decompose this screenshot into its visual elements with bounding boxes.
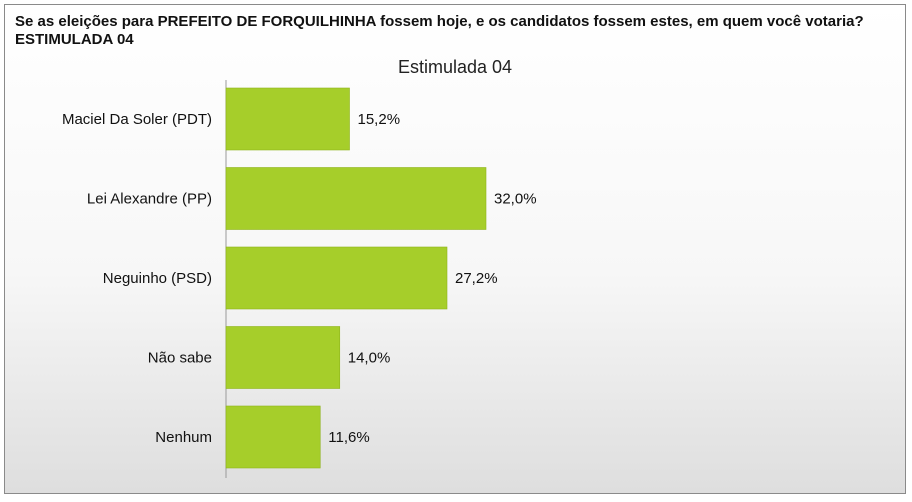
category-label: Maciel Da Soler (PDT) [62, 111, 212, 128]
category-label: Não sabe [148, 350, 212, 367]
bar [225, 405, 321, 469]
bar [225, 326, 341, 389]
bars-group: Maciel Da Soler (PDT) 15,2% Lei Alexandre … [62, 87, 537, 469]
bar [225, 246, 448, 310]
category-label: Lei Alexandre (PP) [87, 191, 212, 208]
value-label: 15,2% [358, 111, 401, 128]
chart-title: Estimulada 04 [397, 57, 513, 77]
value-label: 11,6% [328, 429, 369, 446]
category-label: Neguinho (PSD) [103, 270, 212, 287]
value-label: 14,0% [348, 350, 391, 367]
value-label: 27,2% [455, 270, 498, 287]
bar [225, 87, 350, 151]
chart-frame: Se as eleições para PREFEITO DE FORQUILH… [4, 4, 906, 494]
value-label: 32,0% [494, 191, 537, 208]
bar [225, 167, 487, 230]
category-label: Nenhum [155, 429, 212, 446]
question-text: Se as eleições para PREFEITO DE FORQUILH… [15, 13, 864, 48]
